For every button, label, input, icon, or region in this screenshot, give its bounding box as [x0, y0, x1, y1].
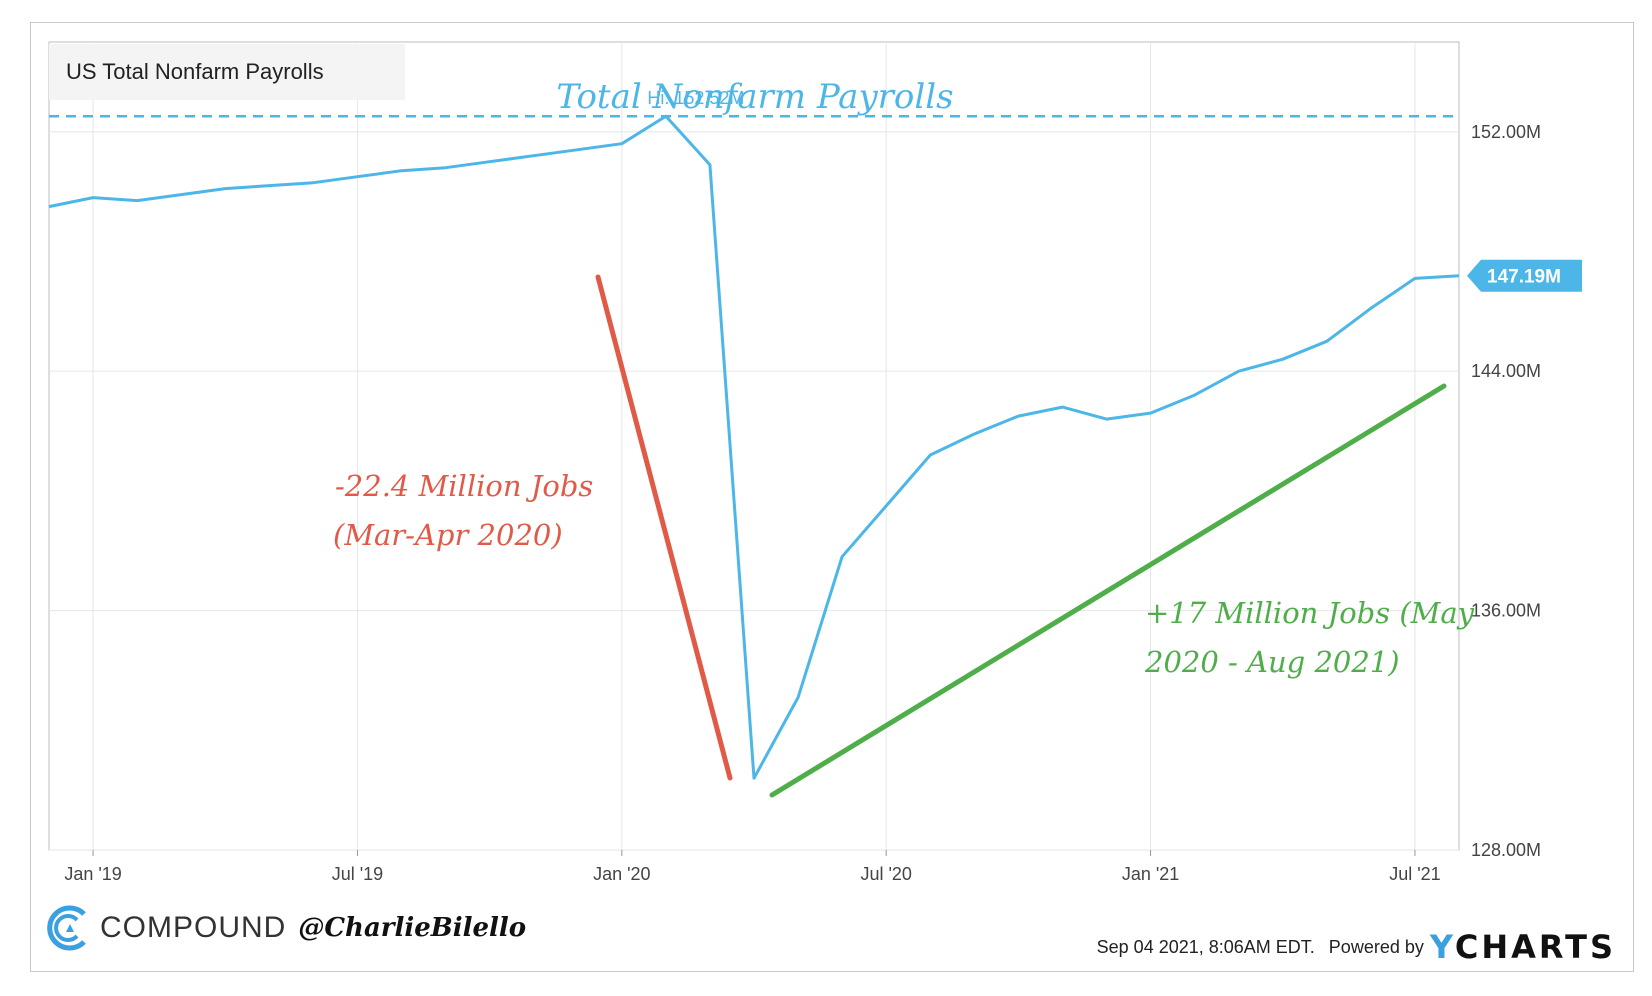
brand-area: COMPOUND @CharlieBilello	[46, 904, 526, 952]
author-handle: @CharlieBilello	[298, 913, 527, 943]
brand-name: COMPOUND	[100, 911, 287, 944]
ycharts-logo: YCHARTS	[1430, 928, 1616, 966]
powered-by-label: Powered by	[1328, 936, 1424, 957]
recovery-annotation-line1: +17 Million Jobs (May	[1145, 596, 1475, 630]
compound-logo-icon	[47, 905, 86, 951]
last-value-tag	[1467, 259, 1582, 292]
last-value-label: 147.19M	[1487, 267, 1561, 288]
drop-annotation-line1: -22.4 Million Jobs	[335, 469, 593, 503]
y-tick-label: 128.00M	[1471, 840, 1541, 860]
ycharts-logo-text: CHARTS	[1454, 928, 1616, 966]
x-tick-label: Jan '20	[593, 864, 650, 884]
x-tick-label: Jul '21	[1389, 864, 1440, 884]
recovery-annotation-line2: 2020 - Aug 2021)	[1144, 645, 1400, 679]
timestamp: Sep 04 2021, 8:06AM EDT.	[1096, 936, 1315, 957]
chart-frame	[30, 22, 1634, 972]
high-label: Hi: 152.52M	[647, 88, 744, 108]
y-tick-label: 144.00M	[1471, 361, 1541, 381]
drop-annotation-line	[595, 274, 733, 781]
source-area: Sep 04 2021, 8:06AM EDT. Powered by YCHA…	[1097, 928, 1616, 966]
series-line	[48, 114, 1460, 780]
x-tick-label: Jul '19	[332, 864, 383, 884]
recovery-annotation-line	[769, 383, 1447, 798]
annotation-title: Total Nonfarm Payrolls	[556, 77, 953, 117]
plot-area	[48, 41, 1460, 851]
x-tick-label: Jan '19	[64, 864, 121, 884]
x-tick-label: Jul '20	[860, 864, 911, 884]
y-tick-label: 152.00M	[1471, 122, 1541, 142]
chart-title: US Total Nonfarm Payrolls	[66, 59, 324, 84]
y-tick-label: 136.00M	[1471, 601, 1541, 621]
drop-annotation-line2: (Mar-Apr 2020)	[333, 518, 563, 552]
ycharts-logo-y: Y	[1429, 928, 1455, 966]
x-tick-label: Jan '21	[1122, 864, 1179, 884]
chart-title-box	[49, 44, 405, 100]
